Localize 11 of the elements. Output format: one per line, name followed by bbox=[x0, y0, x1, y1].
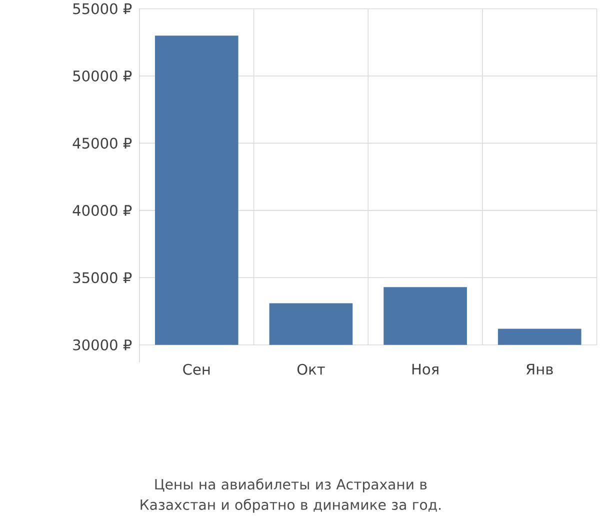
y-tick-label: 50000 ₽ bbox=[73, 70, 132, 82]
x-tick-label: Окт bbox=[297, 364, 325, 375]
y-tick-label: 35000 ₽ bbox=[73, 272, 132, 283]
y-tick-label: 55000 ₽ bbox=[73, 2, 132, 14]
text: Цены на авиабилеты из Астрахани в Казахстан и обратно в динамике за год. bbox=[140, 478, 440, 512]
y-tick-label: 30000 ₽ bbox=[73, 339, 132, 350]
x-tick-label: Сен bbox=[183, 364, 210, 375]
x-tick-label: Ноя bbox=[412, 364, 438, 374]
x-tick-label: Янв bbox=[526, 364, 553, 374]
y-tick-label: 40000 ₽ bbox=[72, 204, 132, 216]
y-tick-label: 45000 ₽ bbox=[72, 137, 132, 148]
